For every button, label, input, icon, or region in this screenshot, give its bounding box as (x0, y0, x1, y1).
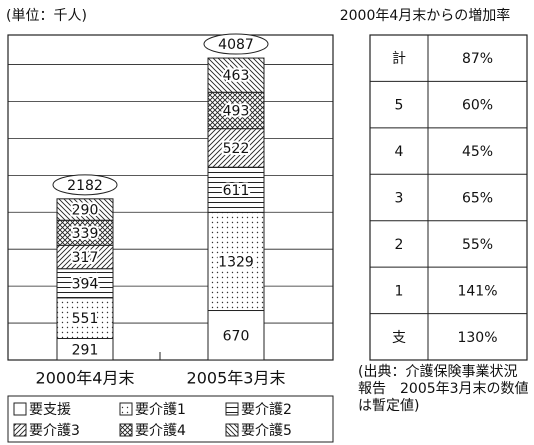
table-row-label: 計 (392, 51, 406, 67)
bar-segment (207, 211, 265, 312)
total-outline (203, 33, 269, 55)
segment-label: 522 (223, 141, 250, 157)
segment-label: 339 (72, 226, 99, 242)
plot-frame (7, 34, 334, 361)
total-outline (52, 174, 118, 196)
legend-swatch (225, 423, 239, 437)
legend-swatch (13, 402, 27, 416)
segment-label: 1329 (218, 254, 254, 270)
table-row-label: 4 (395, 144, 404, 160)
segment-label: 493 (223, 103, 250, 119)
segment-label: 611 (223, 183, 250, 199)
table-row-label: 5 (395, 98, 404, 114)
bar-segment (56, 268, 114, 299)
legend-label: 要介護1 (135, 402, 186, 418)
legend-swatch (13, 423, 27, 437)
table-frame (369, 34, 528, 361)
table-row-label: 3 (395, 191, 404, 207)
bar-segment (207, 57, 265, 93)
bar-segment (56, 297, 114, 340)
legend-label: 要支援 (29, 402, 71, 418)
segment-label: 463 (223, 68, 250, 84)
unit-label: (単位：千人) (6, 8, 87, 24)
legend-swatch (119, 423, 133, 437)
bar-segment (56, 219, 114, 246)
total-label: 4087 (218, 37, 254, 53)
table-row-value: 87% (462, 51, 493, 67)
legend-frame (7, 395, 334, 443)
segment-label: 291 (72, 342, 99, 358)
legend-swatch (225, 402, 239, 416)
x-tick-label: 2000年4月末 (36, 369, 135, 388)
bar-segment (207, 166, 265, 213)
bar-segment (207, 91, 265, 130)
table-row-value: 55% (462, 237, 493, 253)
table-row-value: 60% (462, 98, 493, 114)
segment-label: 551 (72, 311, 99, 327)
legend-label: 要介護4 (135, 423, 186, 439)
table-row-value: 65% (462, 191, 493, 207)
segment-label: 670 (223, 328, 250, 344)
segment-label: 317 (72, 250, 99, 266)
segment-label: 290 (72, 203, 99, 219)
table-row-value: 130% (457, 330, 497, 346)
x-tick-label: 2005年3月末 (187, 369, 286, 388)
legend-label: 要介護3 (29, 423, 80, 439)
legend-swatch (119, 402, 133, 416)
bar-segment (207, 310, 265, 361)
table-row-value: 141% (457, 283, 497, 299)
table-row-label: 支 (392, 330, 406, 346)
table-row-label: 1 (395, 283, 404, 299)
table-title: 2000年4月末からの増加率 (340, 7, 511, 24)
table-row-value: 45% (462, 144, 493, 160)
segment-label: 394 (72, 276, 99, 292)
legend-label: 要介護2 (241, 402, 292, 418)
table-row-label: 2 (395, 237, 404, 253)
legend-label: 要介護5 (241, 423, 292, 439)
source-note: (出典：介護保険事業状況報告 2005年3月末の数値は暫定値) (358, 364, 529, 414)
total-label: 2182 (67, 178, 103, 194)
bar-segment (207, 128, 265, 168)
bar-segment (56, 198, 114, 221)
